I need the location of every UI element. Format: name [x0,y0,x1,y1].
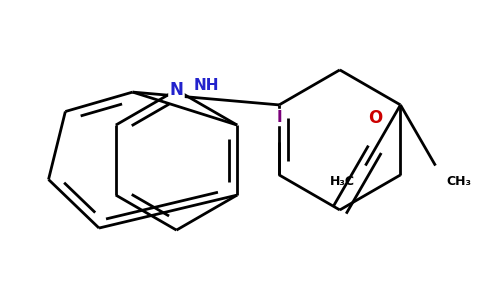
Text: I: I [276,110,282,125]
Text: N: N [169,81,183,99]
Text: O: O [368,109,382,127]
Text: NH: NH [193,77,219,92]
Text: CH₃: CH₃ [446,175,471,188]
Text: H₃C: H₃C [330,175,355,188]
